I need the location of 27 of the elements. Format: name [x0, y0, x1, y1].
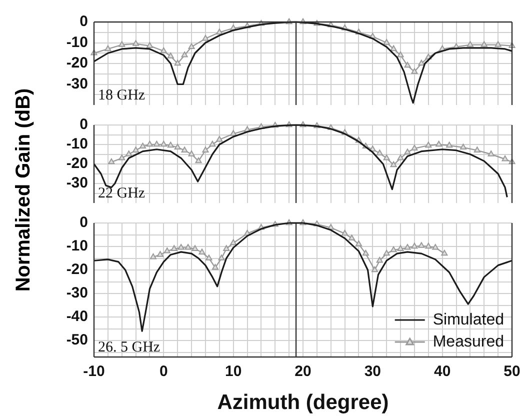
y-tick-label: -40 — [66, 308, 88, 325]
x-tick-label: 30 — [364, 362, 382, 380]
y-tick-label: 0 — [80, 116, 88, 133]
y-tick-label: -10 — [66, 135, 88, 152]
legend-label: Measured — [432, 333, 504, 350]
y-tick-label: -30 — [66, 75, 88, 92]
y-tick-label: -30 — [66, 174, 88, 192]
y-tick-label: -10 — [66, 34, 88, 51]
annotation: 22 GHz — [98, 185, 146, 202]
y-tick-label: -20 — [66, 154, 88, 172]
y-tick-label: 0 — [80, 214, 88, 231]
y-tick-label: -50 — [66, 331, 88, 348]
x-tick-label: 10 — [224, 362, 242, 380]
y-tick-label: -20 — [66, 260, 88, 278]
y-tick-label: -10 — [66, 237, 88, 254]
annotation: 18 GHz — [98, 87, 146, 104]
x-tick-label: 50 — [504, 362, 520, 380]
y-tick-label: -30 — [66, 284, 88, 302]
x-tick-label: 0 — [159, 362, 168, 380]
legend-label: Simulated — [432, 311, 504, 328]
x-axis-title: Azimuth (degree) — [217, 390, 389, 414]
y-axis-title: Normalized Gain (dB) — [12, 88, 36, 292]
x-tick-label: 40 — [434, 362, 451, 380]
y-tick-label: 0 — [80, 13, 88, 30]
x-tick-label: 20 — [294, 362, 312, 380]
y-tick-label: -20 — [66, 54, 88, 72]
annotation: 26. 5 GHz — [98, 339, 160, 356]
